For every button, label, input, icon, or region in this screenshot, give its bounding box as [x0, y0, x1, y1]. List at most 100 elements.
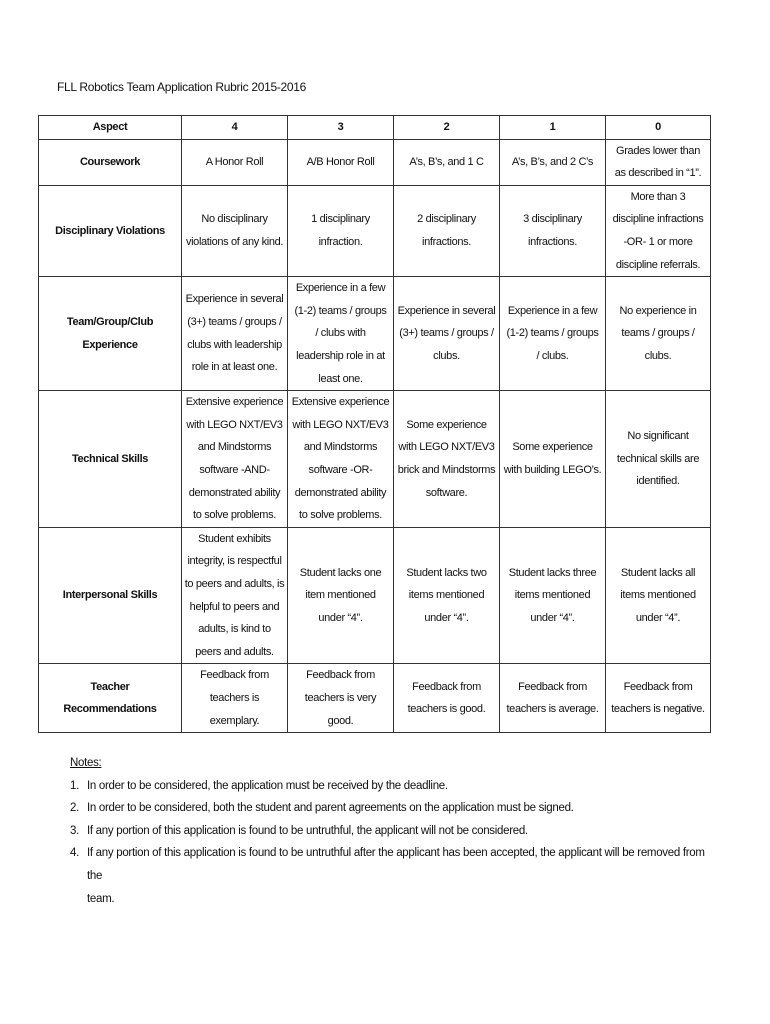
cell-text: demonstrated ability — [188, 486, 281, 499]
note-text: In order to be considered, the applicati… — [87, 779, 448, 792]
score-cell: Feedback from teachers is good. — [393, 663, 500, 734]
aspect-text: Recommendations — [63, 703, 157, 716]
score-cell: Feedback from teachers is negative. — [605, 663, 711, 734]
cell-text: items mentioned — [514, 589, 591, 602]
cell-text: as described in “1”. — [614, 167, 702, 180]
score-cell: No disciplinary violations of any kind. — [181, 184, 288, 278]
cell-text: role in at least one. — [191, 361, 278, 374]
cell-text: / clubs with — [315, 327, 366, 340]
note-text: If any portion of this application is fo… — [87, 824, 528, 837]
aspect-cell: Team/Group/Club Experience — [38, 276, 182, 392]
score-cell: Feedback from teachers is very good. — [287, 663, 394, 734]
cell-text: teachers is very — [304, 691, 377, 704]
aspect-text: Interpersonal Skills — [62, 589, 158, 602]
column-header: 2 — [393, 115, 500, 140]
column-header-text: 0 — [655, 121, 661, 133]
cell-text: 1 disciplinary — [311, 213, 370, 226]
cell-text: items mentioned — [408, 589, 485, 602]
column-header: 3 — [287, 115, 394, 140]
cell-text: and Mindstorms — [197, 441, 272, 454]
score-cell: No significant technical skills are identi… — [605, 390, 711, 528]
score-cell: Feedback from teachers is average. — [499, 663, 606, 734]
cell-text: with LEGO NXT/EV3 — [292, 418, 389, 431]
cell-text: Extensive experience — [185, 396, 284, 409]
score-cell: More than 3 discipline infractions -OR- 1 … — [605, 184, 711, 278]
score-cell: 2 disciplinary infractions. — [393, 184, 500, 278]
cell-text: Student lacks two — [406, 566, 487, 579]
cell-text: clubs with leadership — [187, 338, 282, 351]
table-row: Interpersonal Skills Student exhibits inte… — [38, 526, 711, 665]
cell-text: technical skills are — [616, 452, 700, 465]
aspect-text: Disciplinary Violations — [55, 224, 165, 237]
header-row: Aspect 4 3 2 1 0 — [38, 115, 711, 140]
score-cell: Student lacks one item mentioned under “4”… — [287, 526, 394, 665]
cell-text: Grades lower than — [616, 144, 700, 157]
cell-text: item mentioned — [305, 589, 376, 602]
cell-text: Some experience — [512, 441, 593, 454]
document-title: FLL Robotics Team Application Rubric 201… — [57, 80, 307, 94]
cell-text: Feedback from — [623, 680, 693, 693]
column-header-text: 2 — [443, 121, 450, 133]
note-item: 3. If any portion of this application is … — [70, 820, 710, 843]
cell-text: More than 3 — [630, 190, 686, 203]
cell-text: (1-2) teams / groups — [506, 327, 599, 340]
aspect-text: Experience — [82, 338, 138, 351]
cell-text: infractions. — [528, 235, 577, 248]
column-header-text: Aspect — [92, 121, 128, 133]
cell-text: (3+) teams / groups / — [187, 316, 282, 329]
table-row: Team/Group/Club Experience Experience in s… — [38, 276, 711, 392]
cell-text: No experience in — [619, 304, 697, 317]
cell-text: software -AND- — [199, 463, 270, 476]
notes-list: 1. In order to be considered, the applica… — [70, 775, 710, 911]
score-cell: Grades lower than as described in “1”. — [605, 138, 711, 186]
cell-text: 3 disciplinary — [523, 213, 582, 226]
cell-text: Feedback from — [518, 680, 587, 693]
column-header-text: 4 — [231, 121, 238, 133]
cell-text: demonstrated ability — [294, 486, 387, 499]
aspect-text: Team/Group/Club — [66, 316, 154, 329]
score-cell: Student lacks two items mentioned under “4… — [393, 526, 500, 665]
column-header: Aspect — [38, 115, 182, 140]
score-cell: Experience in several (3+) teams / groups… — [181, 276, 288, 392]
column-header: 1 — [499, 115, 606, 140]
cell-text: peers and adults. — [195, 645, 274, 658]
aspect-text: Coursework — [79, 155, 141, 168]
cell-text: A’s, B’s, and 2 C’s — [511, 155, 594, 168]
cell-text: discipline infractions — [612, 213, 704, 226]
aspect-cell: Teacher Recommendations — [38, 663, 182, 734]
aspect-text: Teacher — [90, 680, 130, 693]
column-header-text: 1 — [549, 121, 556, 133]
cell-text: Experience in several — [185, 293, 284, 306]
cell-text: identified. — [636, 475, 680, 488]
note-number: 4. — [70, 847, 79, 860]
cell-text: with building LEGO’s. — [503, 463, 602, 476]
table-row: Coursework A Honor Roll A/B Honor Roll A’s,… — [38, 138, 711, 186]
cell-text: No disciplinary — [201, 213, 268, 226]
cell-text: with LEGO NXT/EV3 — [398, 441, 495, 454]
cell-text: Student lacks three — [508, 566, 597, 579]
cell-text: 2 disciplinary — [417, 213, 476, 226]
score-cell: Student lacks all items mentioned under “4… — [605, 526, 711, 665]
aspect-cell: Interpersonal Skills — [38, 526, 182, 665]
score-cell: 1 disciplinary infraction. — [287, 184, 394, 278]
note-item: team. — [70, 888, 710, 911]
cell-text: Experience in several — [397, 304, 496, 317]
cell-text: leadership role in at — [296, 349, 385, 362]
column-header: 4 — [181, 115, 288, 140]
cell-text: helpful to peers and — [189, 600, 280, 613]
cell-text: discipline referrals. — [615, 258, 701, 271]
cell-text: teams / groups / — [621, 327, 695, 340]
cell-text: under “4”. — [530, 611, 575, 624]
cell-text: Student lacks one — [299, 566, 382, 579]
aspect-cell: Technical Skills — [38, 390, 182, 528]
cell-text: infractions. — [422, 235, 471, 248]
cell-text: (1-2) teams / groups — [294, 304, 387, 317]
cell-text: (3+) teams / groups / — [399, 327, 494, 340]
aspect-cell: Disciplinary Violations — [38, 184, 182, 278]
note-item: 1. In order to be considered, the applica… — [70, 775, 710, 798]
score-cell: Extensive experience with LEGO NXT/EV3 and… — [181, 390, 288, 528]
cell-text: integrity, is respectful — [187, 555, 282, 568]
note-item: 2. In order to be considered, both the st… — [70, 797, 710, 820]
score-cell: 3 disciplinary infractions. — [499, 184, 606, 278]
cell-text: adults, is kind to — [198, 623, 271, 636]
